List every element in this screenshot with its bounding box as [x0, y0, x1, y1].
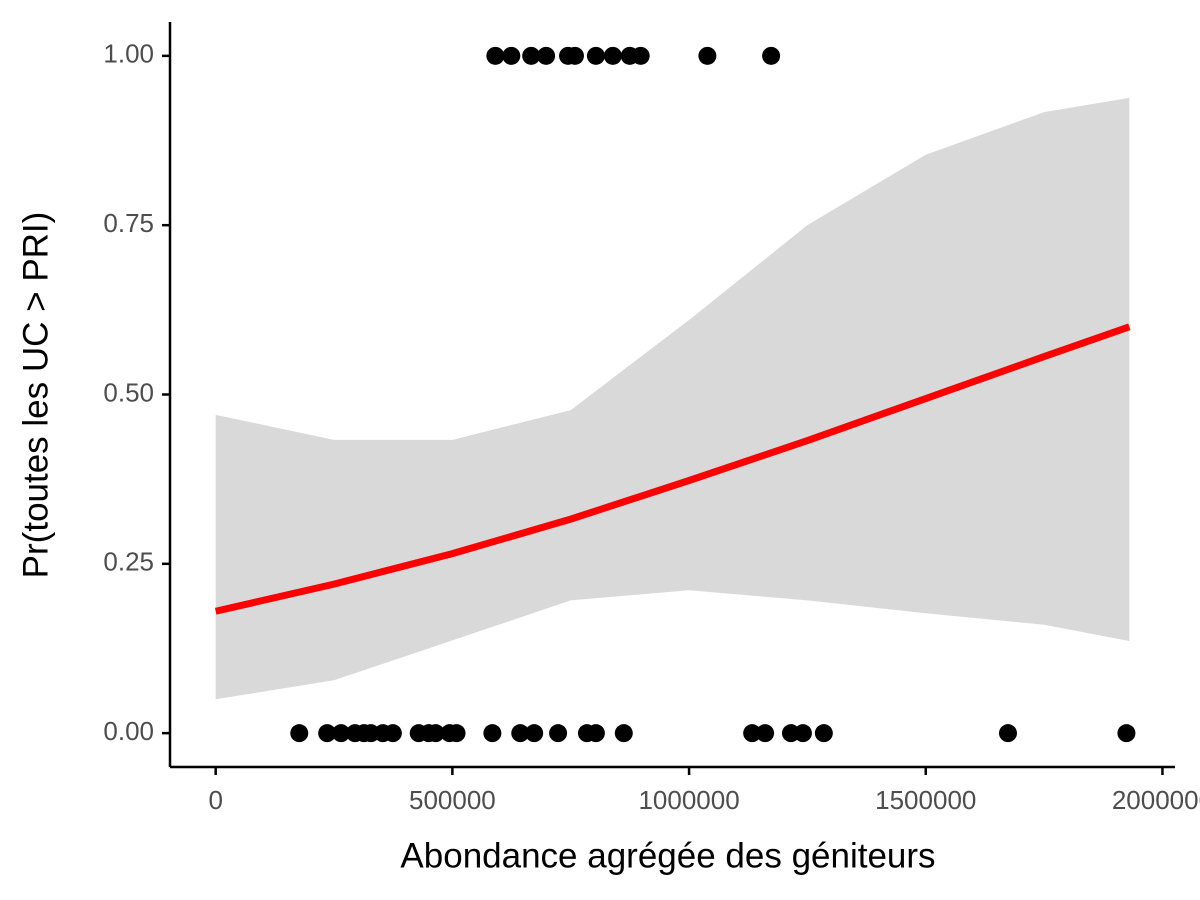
y-tick-label: 1.00 [103, 39, 154, 69]
point [998, 724, 1017, 743]
confidence-band [215, 97, 1130, 700]
x-axis-title: Abondance agrégée des géniteurs [400, 836, 935, 875]
y-tick-label: 0.00 [103, 716, 154, 746]
x-tick-label: 1000000 [638, 785, 739, 815]
point [522, 46, 541, 65]
point [426, 724, 445, 743]
point [603, 46, 622, 65]
point [486, 46, 505, 65]
y-tick-label: 0.50 [103, 377, 154, 407]
point [525, 724, 544, 743]
y-axis-title: Pr(toutes les UC > PRI) [16, 212, 55, 579]
point [332, 724, 351, 743]
point [743, 724, 762, 743]
point [447, 724, 466, 743]
point [614, 724, 633, 743]
x-tick-label: 2000000 [1112, 785, 1200, 815]
point [549, 724, 568, 743]
point [502, 46, 521, 65]
point [631, 46, 650, 65]
point [565, 46, 584, 65]
point [586, 46, 605, 65]
point [814, 724, 833, 743]
point [698, 46, 717, 65]
point [483, 724, 502, 743]
point [793, 724, 812, 743]
x-tick-label: 500000 [409, 785, 496, 815]
point [290, 724, 309, 743]
y-tick-label: 0.25 [103, 547, 154, 577]
point [1117, 724, 1136, 743]
point [383, 724, 402, 743]
x-tick-label: 0 [208, 785, 222, 815]
y-tick-label: 0.75 [103, 208, 154, 238]
point [318, 724, 337, 743]
point [756, 724, 775, 743]
x-tick-label: 1500000 [875, 785, 976, 815]
point [537, 46, 556, 65]
point [762, 46, 781, 65]
point [511, 724, 530, 743]
point [586, 724, 605, 743]
fit-line [214, 323, 1131, 615]
